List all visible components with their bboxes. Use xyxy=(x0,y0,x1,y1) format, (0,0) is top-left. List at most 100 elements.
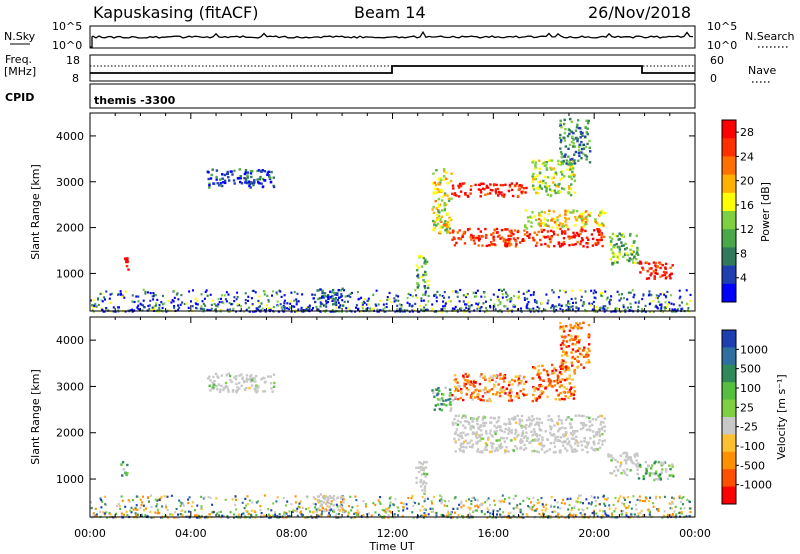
scatter-cell xyxy=(520,419,524,422)
noise-cell xyxy=(448,299,451,303)
scatter-cell xyxy=(568,422,572,425)
noise-cell xyxy=(190,300,192,303)
noise-cell xyxy=(531,508,534,511)
scatter-cell xyxy=(249,181,252,184)
noise-cell xyxy=(201,300,204,303)
scatter-cell xyxy=(563,175,566,178)
noise-cell xyxy=(238,304,241,307)
noise-cell xyxy=(605,498,608,501)
noise-cell xyxy=(435,296,438,299)
noise-cell xyxy=(571,305,574,308)
scatter-cell xyxy=(570,236,573,239)
noise-cell xyxy=(340,293,343,296)
scatter-cell xyxy=(545,166,548,170)
scatter-cell xyxy=(633,453,636,456)
scatter-cell xyxy=(423,486,426,490)
scatter-cell xyxy=(451,238,454,241)
scatter-cell xyxy=(625,247,628,250)
scatter-cell xyxy=(253,387,256,391)
scatter-cell xyxy=(314,300,317,304)
scatter-cell xyxy=(511,417,515,421)
scatter-cell xyxy=(558,371,562,374)
scatter-cell xyxy=(459,444,462,447)
noise-cell xyxy=(620,510,623,513)
scatter-cell xyxy=(420,468,423,472)
scatter-cell xyxy=(555,184,558,188)
noise-cell xyxy=(486,507,489,510)
noise-cell xyxy=(527,289,530,292)
scatter-cell xyxy=(473,396,477,399)
scatter-cell xyxy=(552,176,555,179)
noise-cell xyxy=(346,307,349,310)
scatter-cell xyxy=(215,175,218,179)
x-axis-label: Time UT xyxy=(368,540,414,553)
noise-cell xyxy=(207,309,210,312)
scatter-cell xyxy=(580,354,583,357)
noise-cell xyxy=(147,500,150,503)
scatter-cell xyxy=(563,398,566,401)
scatter-cell xyxy=(556,216,559,219)
noise-cell xyxy=(353,512,356,515)
scatter-cell xyxy=(416,285,420,289)
scatter-cell xyxy=(586,127,589,130)
noise-cell xyxy=(105,290,108,293)
noise-cell xyxy=(283,294,286,297)
noise-cell xyxy=(329,509,332,512)
noise-cell xyxy=(403,507,406,510)
scatter-cell xyxy=(536,422,539,425)
scatter-cell xyxy=(212,386,215,389)
colorbar-tick-label: -500 xyxy=(740,459,765,472)
scatter-cell xyxy=(263,390,267,393)
scatter-cell xyxy=(562,136,565,139)
scatter-cell xyxy=(569,211,572,214)
scatter-cell xyxy=(417,276,420,279)
scatter-cell xyxy=(551,181,555,184)
scatter-cell xyxy=(481,182,484,185)
noise-cell xyxy=(459,307,461,310)
noise-cell xyxy=(670,507,673,510)
scatter-cell xyxy=(573,338,576,341)
scatter-cell xyxy=(631,261,635,264)
noise-cell xyxy=(202,302,205,305)
noise-cell xyxy=(677,308,679,311)
noise-cell xyxy=(192,289,194,292)
scatter-cell xyxy=(531,186,535,189)
scatter-cell xyxy=(574,350,578,353)
noise-cell xyxy=(298,502,301,505)
scatter-cell xyxy=(440,220,443,224)
scatter-cell xyxy=(246,176,249,179)
scatter-cell xyxy=(455,194,458,197)
scatter-cell xyxy=(226,385,229,388)
scatter-cell xyxy=(576,349,580,352)
noise-cell xyxy=(638,495,641,498)
scatter-cell xyxy=(507,422,510,425)
noise-cell xyxy=(338,512,340,516)
scatter-cell xyxy=(541,162,544,166)
noise-cell xyxy=(575,306,578,309)
scatter-cell xyxy=(475,441,478,444)
scatter-cell xyxy=(497,444,501,447)
scatter-cell xyxy=(245,380,248,383)
scatter-cell xyxy=(433,221,437,224)
noise-cell xyxy=(681,301,683,304)
scatter-cell xyxy=(539,394,542,397)
noise-cell xyxy=(288,510,291,513)
noise-cell xyxy=(361,307,364,310)
noise-cell xyxy=(257,308,260,311)
scatter-cell xyxy=(332,504,335,507)
noise-cell xyxy=(323,296,326,299)
noise-cell xyxy=(533,504,535,507)
scatter-cell xyxy=(532,184,535,187)
scatter-cell xyxy=(327,297,330,300)
noise-cell xyxy=(479,307,482,310)
noise-cell xyxy=(551,510,554,514)
scatter-cell xyxy=(485,184,489,188)
noise-cell xyxy=(472,496,475,499)
noise-cell xyxy=(408,310,411,313)
noise-cell xyxy=(505,295,508,299)
noise-cell xyxy=(629,302,632,305)
scatter-cell xyxy=(563,370,567,373)
scatter-cell xyxy=(422,279,425,282)
scatter-cell xyxy=(445,171,448,174)
